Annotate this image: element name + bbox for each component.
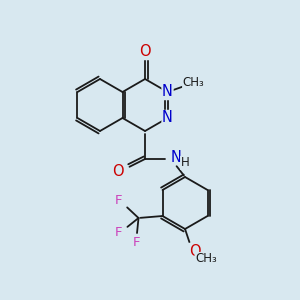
Text: F: F: [133, 236, 140, 250]
Text: F: F: [115, 226, 122, 239]
Text: N: N: [171, 149, 182, 164]
Text: F: F: [115, 194, 122, 208]
Text: N: N: [162, 85, 173, 100]
Text: O: O: [189, 244, 201, 259]
Text: CH₃: CH₃: [183, 76, 204, 89]
Text: CH₃: CH₃: [195, 253, 217, 266]
Text: O: O: [112, 164, 124, 179]
Text: H: H: [181, 157, 189, 169]
Text: N: N: [162, 110, 173, 125]
Text: O: O: [139, 44, 151, 59]
